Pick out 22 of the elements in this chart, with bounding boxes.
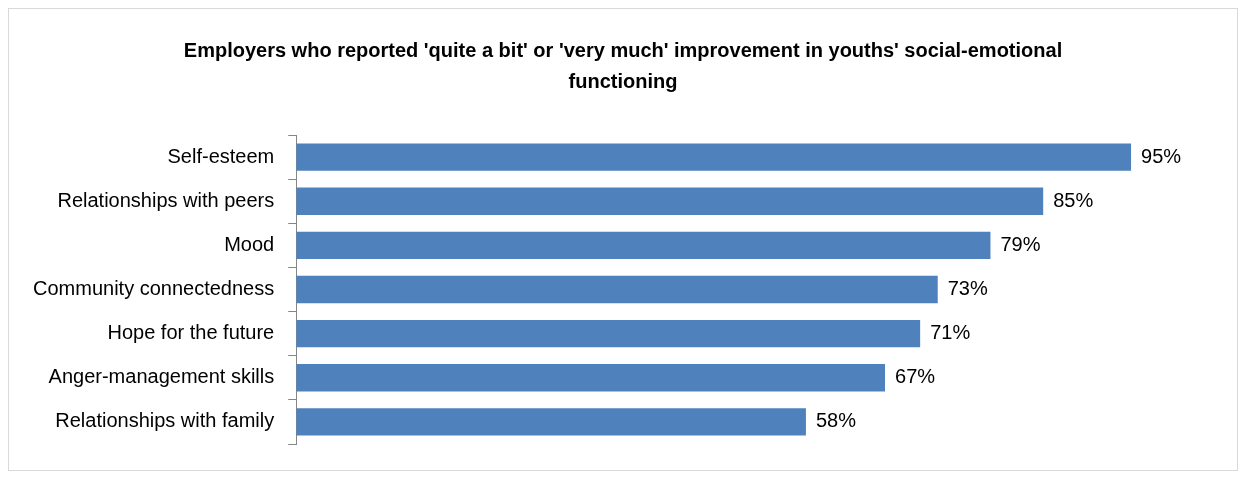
data-label: 67% [895,365,936,388]
y-tick-label: Mood [224,232,275,255]
data-label: 71% [930,321,971,344]
bar [296,143,1132,171]
y-tick-label: Self-esteem [167,144,275,167]
bar [296,187,1044,215]
data-label: 73% [947,277,988,300]
y-tick-label: Hope for the future [107,321,275,344]
bar [296,275,938,304]
data-label: 85% [1053,188,1094,211]
y-tick-label: Relationships with peers [57,188,275,211]
chart-title: Employers who reported 'quite a bit' or 'very much' improvement in youths' social-emotional functioning [183,38,1063,94]
y-tick-label: Relationships with family [55,409,275,432]
bar [296,408,806,436]
y-tick-label: Community connectedness [33,277,275,300]
bar [296,364,886,392]
data-label: 58% [815,409,857,432]
y-tick-label: Anger-management skills [48,365,275,388]
data-label: 79% [1000,232,1041,255]
data-label: 95% [1141,144,1182,167]
bar [296,231,991,260]
bar [296,319,921,348]
